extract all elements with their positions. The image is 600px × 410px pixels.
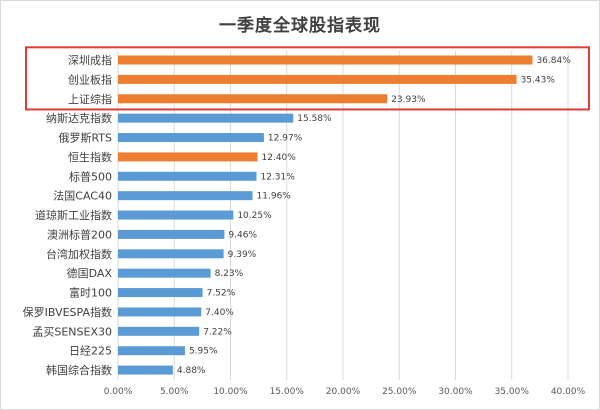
bar xyxy=(118,113,294,123)
bar xyxy=(118,94,388,104)
bar xyxy=(118,55,533,65)
category-label: 保罗IBVESPA指数 xyxy=(23,305,112,319)
chart-title: 一季度全球股指表现 xyxy=(219,16,381,36)
value-label: 8.23% xyxy=(215,269,244,279)
bar xyxy=(118,346,185,356)
value-label: 10.25% xyxy=(237,211,272,221)
bar xyxy=(118,171,257,181)
value-labels: 36.84% 35.43% 23.93% 15.58% 12.97% 12.40% 12.3… xyxy=(177,56,571,376)
x-tick-labels: 0.00% 5.00% 10.00% 15.00% 20.00% 25.00% 30.00%… xyxy=(104,387,586,397)
x-tick-label: 20.00% xyxy=(326,387,361,397)
bar xyxy=(118,249,224,259)
category-label: 上证综指 xyxy=(68,92,112,106)
value-label: 7.22% xyxy=(203,327,232,337)
category-label: 俄罗斯RTS xyxy=(58,132,112,145)
value-label: 11.96% xyxy=(257,192,292,202)
value-label: 12.97% xyxy=(268,134,303,144)
category-label: 道琼斯工业指数 xyxy=(35,208,112,222)
bars xyxy=(118,55,533,375)
category-label: 日经225 xyxy=(69,345,112,358)
bar xyxy=(118,307,202,317)
highlight-box-rect xyxy=(25,46,590,111)
value-label: 23.93% xyxy=(391,95,426,105)
value-label: 5.95% xyxy=(189,347,218,357)
category-label: 创业板指 xyxy=(68,72,112,86)
bar xyxy=(118,74,517,84)
value-label: 15.58% xyxy=(297,114,332,124)
x-tick-label: 25.00% xyxy=(382,387,417,397)
value-label: 12.31% xyxy=(260,172,295,182)
highlight-box xyxy=(25,46,590,111)
value-label: 35.43% xyxy=(521,75,556,85)
bar xyxy=(118,229,225,239)
value-label: 36.84% xyxy=(536,56,571,66)
bar xyxy=(118,133,264,143)
category-label: 孟买SENSEX30 xyxy=(32,325,112,338)
x-tick-label: 0.00% xyxy=(104,387,133,397)
bar xyxy=(118,288,203,298)
x-tick-label: 15.00% xyxy=(270,387,305,397)
value-label: 7.52% xyxy=(207,289,236,299)
value-label: 4.88% xyxy=(177,366,206,376)
bar xyxy=(118,365,173,375)
category-label: 法国CAC40 xyxy=(53,189,112,203)
category-label: 德国DAX xyxy=(67,266,113,280)
value-label: 12.40% xyxy=(262,153,297,163)
bar xyxy=(118,152,258,162)
x-tick-label: 30.00% xyxy=(438,387,473,397)
category-label: 恒生指数 xyxy=(68,150,112,164)
category-label: 纳斯达克指数 xyxy=(46,111,112,125)
category-label: 台湾加权指数 xyxy=(46,247,112,261)
x-tick-label: 5.00% xyxy=(160,387,189,397)
bar xyxy=(118,191,253,201)
x-tick-label: 10.00% xyxy=(213,387,248,397)
category-label: 标普500 xyxy=(69,169,112,183)
bar xyxy=(118,326,200,336)
x-tick-label: 40.00% xyxy=(551,387,586,397)
category-label: 富时100 xyxy=(69,286,112,300)
bar xyxy=(118,210,234,220)
x-tick-label: 35.00% xyxy=(495,387,530,397)
category-label: 澳洲标普200 xyxy=(47,227,112,241)
category-label: 韩国综合指数 xyxy=(46,363,112,377)
category-label: 深圳成指 xyxy=(68,53,112,67)
value-label: 9.39% xyxy=(228,250,257,260)
value-label: 9.46% xyxy=(228,230,257,240)
value-label: 7.40% xyxy=(205,308,234,318)
bar xyxy=(118,268,211,278)
